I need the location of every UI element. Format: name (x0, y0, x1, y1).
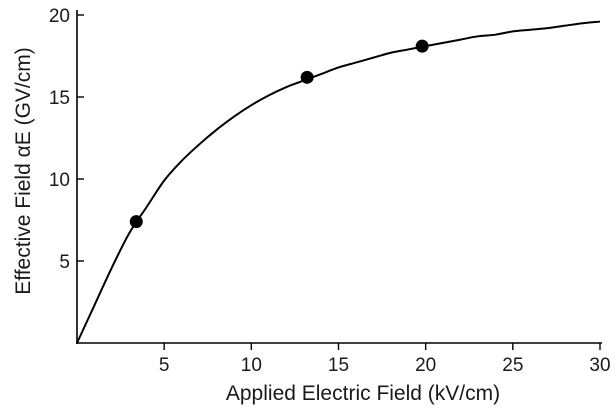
y-axis-label: Effective Field αE (GV/cm) (12, 47, 35, 294)
x-tick-label: 20 (415, 355, 436, 376)
series-layer (76, 20, 601, 344)
x-axis-label: Applied Electric Field (kV/cm) (226, 382, 500, 405)
y-tick-label: 5 (59, 252, 70, 273)
data-point (300, 70, 314, 84)
x-ticks: 5 10 15 20 25 30 (159, 343, 611, 376)
data-point (415, 39, 429, 53)
x-tick-label: 5 (159, 355, 170, 376)
y-tick-label: 10 (49, 170, 70, 191)
y-tick-label: 15 (49, 88, 70, 109)
x-tick-label: 30 (589, 355, 610, 376)
x-tick-label: 25 (502, 355, 523, 376)
plot-area: 5 10 15 20 25 30 5 10 15 20 (49, 6, 611, 376)
x-tick-label: 10 (241, 355, 262, 376)
fit-curve (76, 20, 601, 344)
y-tick-label: 20 (49, 6, 70, 27)
data-point (129, 215, 143, 229)
y-ticks: 5 10 15 20 (49, 6, 84, 273)
x-tick-label: 15 (328, 355, 349, 376)
